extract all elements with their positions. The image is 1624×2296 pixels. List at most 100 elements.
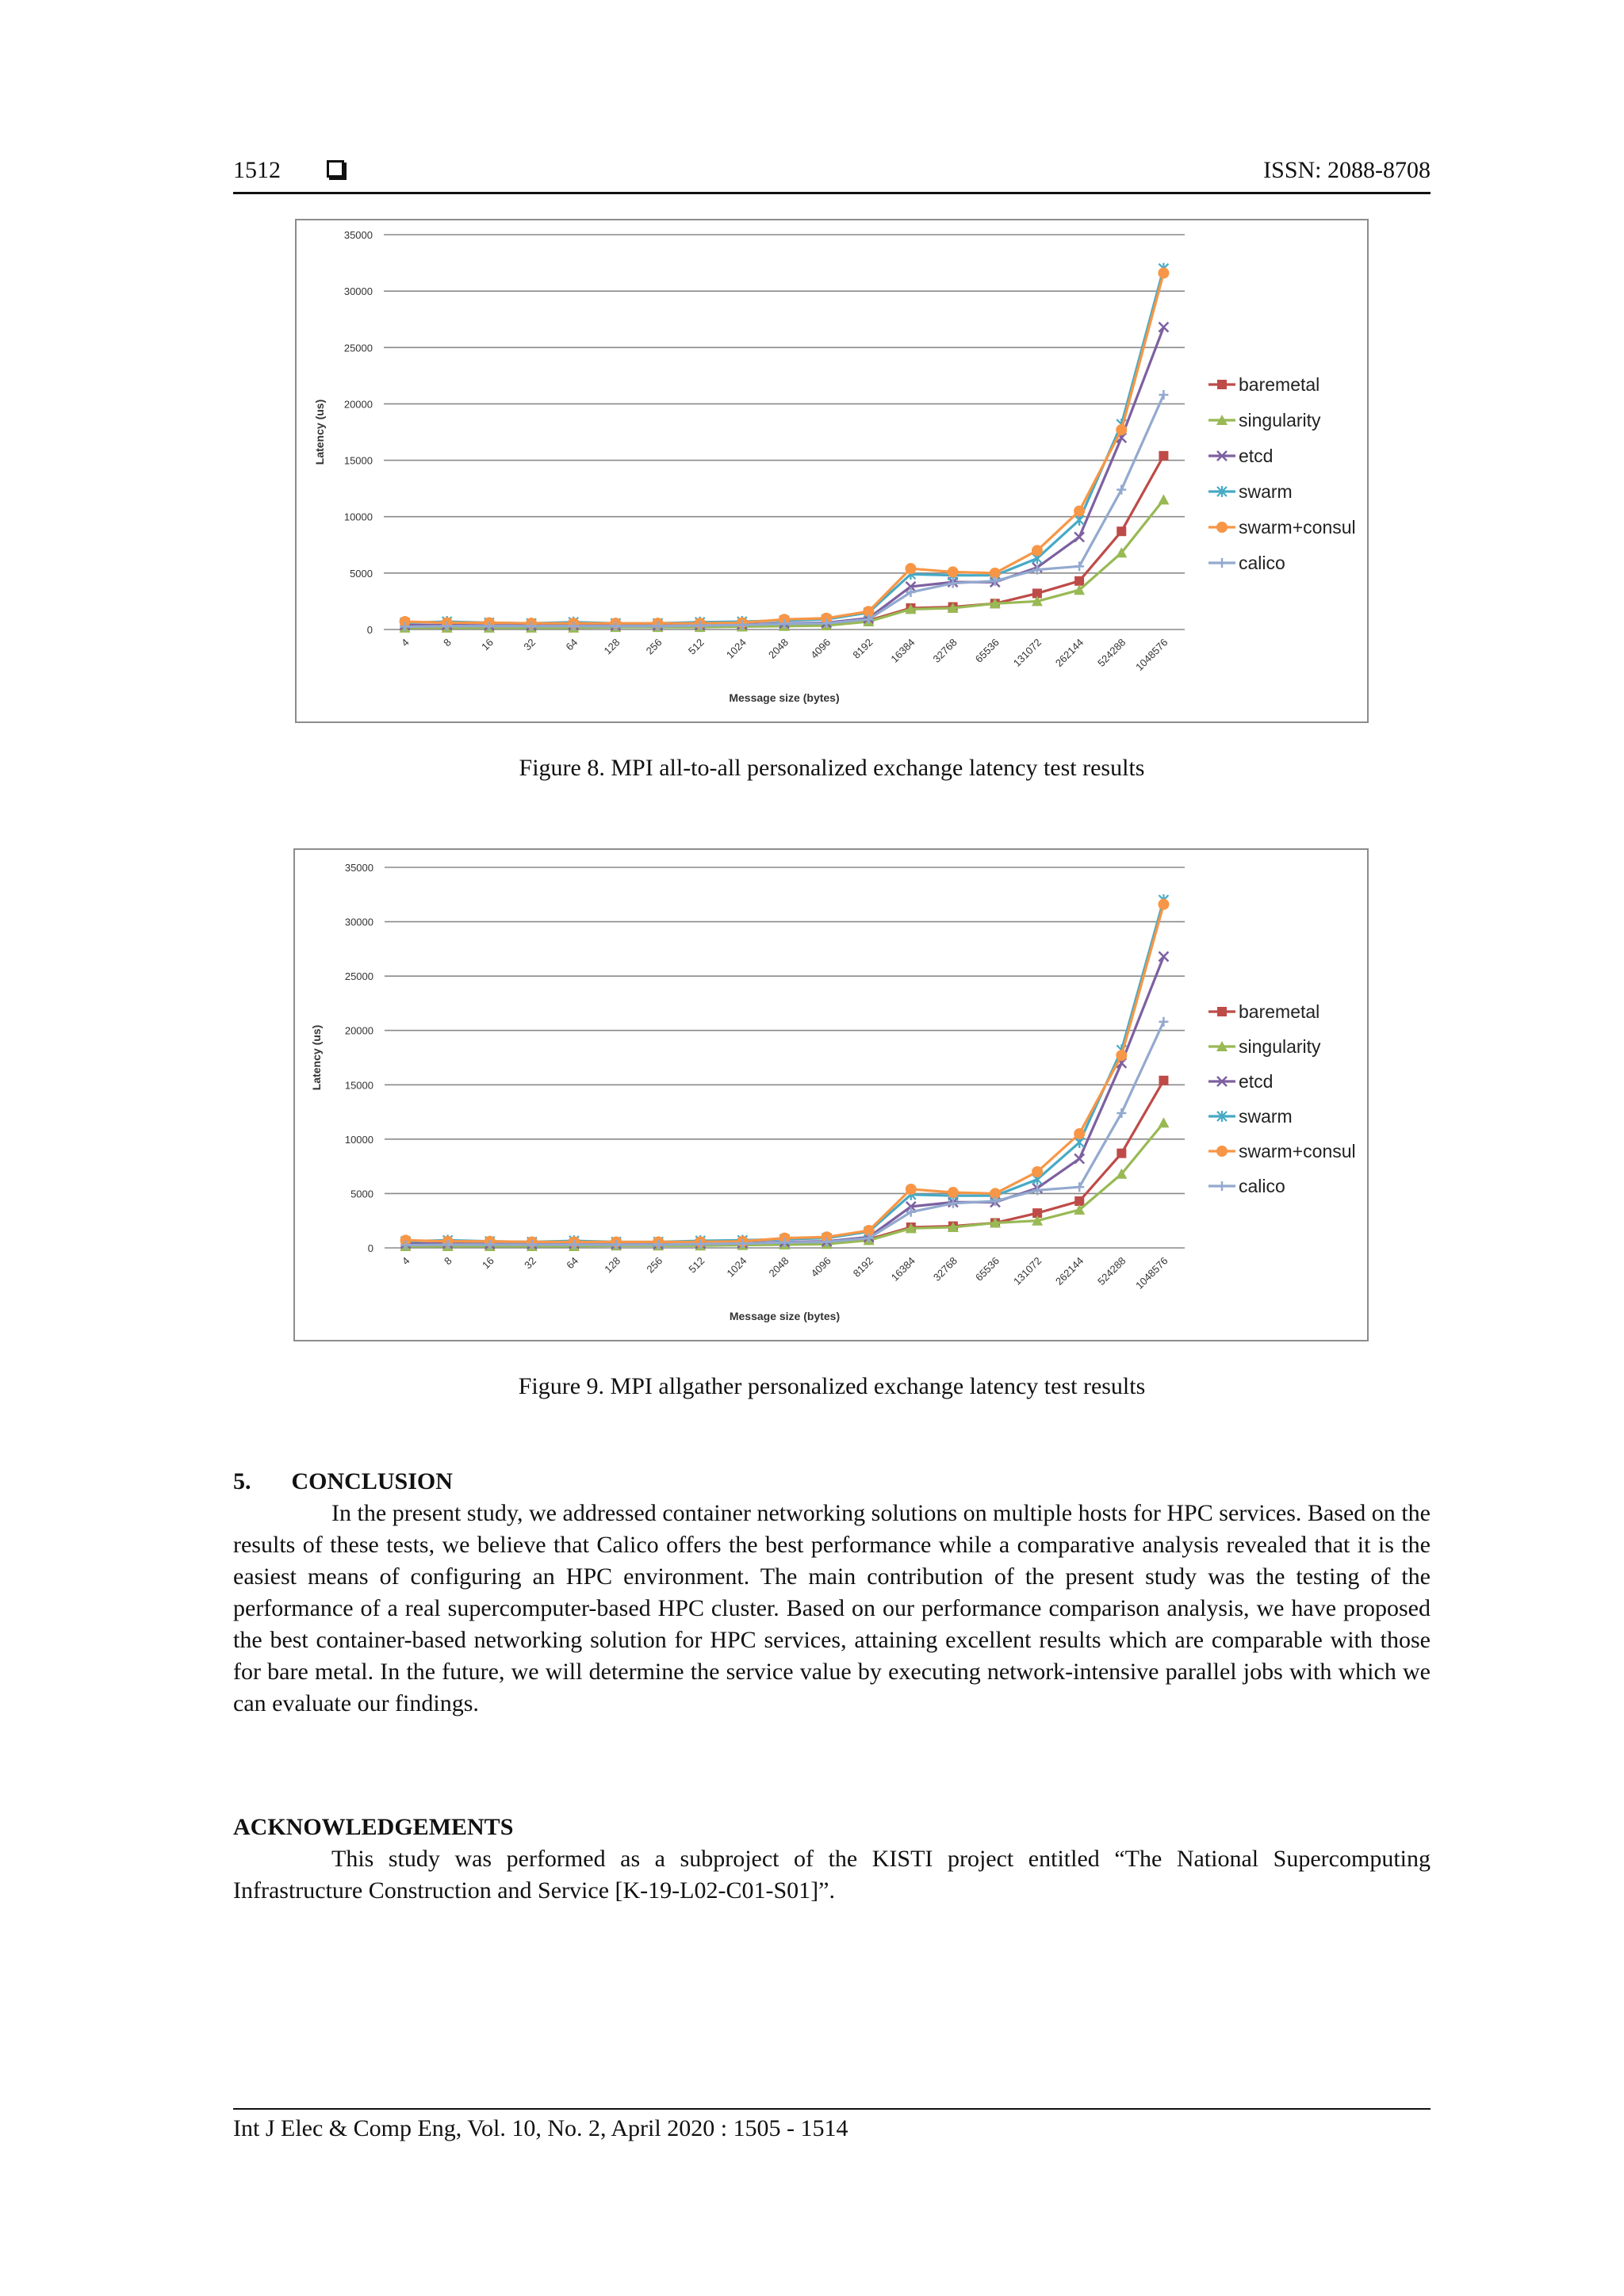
legend-entry: singularity [1208, 410, 1321, 430]
data-point [905, 563, 917, 575]
legend-label: swarm [1239, 1106, 1293, 1127]
data-point [1074, 1196, 1085, 1207]
x-axis-label: Message size (bytes) [729, 691, 839, 704]
data-point [1074, 1153, 1086, 1165]
x-tick-label: 256 [644, 637, 665, 657]
x-tick-label: 4096 [808, 637, 833, 661]
data-point [779, 1238, 790, 1248]
legend-marker [1216, 415, 1228, 425]
data-point [990, 1196, 1001, 1207]
data-point [947, 1221, 959, 1232]
data-point [1158, 951, 1170, 962]
legend-entry: etcd [1208, 1071, 1273, 1092]
x-tick-label: 131072 [1011, 637, 1044, 669]
x-tick-label: 1048576 [1133, 1255, 1170, 1292]
data-point [1031, 545, 1043, 557]
x-tick-label: 1024 [724, 637, 749, 661]
x-tick-label: 131072 [1011, 1255, 1044, 1288]
data-point [1116, 526, 1127, 537]
data-point [864, 614, 874, 625]
legend-marker [1216, 1111, 1228, 1122]
data-point [1074, 1182, 1085, 1192]
x-tick-label: 16 [479, 637, 496, 653]
legend-entry: swarm [1208, 481, 1293, 502]
legend-label: baremetal [1239, 1001, 1320, 1022]
figure-9-caption: Figure 9. MPI allgather personalized exc… [518, 1373, 1146, 1399]
series-baremetal [400, 450, 1169, 633]
legend-marker [1216, 450, 1228, 461]
data-point [990, 576, 1000, 586]
data-point [1032, 1185, 1043, 1196]
data-point [990, 1217, 1002, 1228]
figure-8-caption: Figure 8. MPI all-to-all personalized ex… [519, 755, 1145, 781]
data-point [1158, 321, 1170, 333]
data-point [1116, 424, 1128, 436]
y-tick-label: 0 [368, 1242, 373, 1254]
x-tick-label: 8192 [851, 1255, 875, 1280]
x-tick-label: 4096 [809, 1255, 833, 1280]
data-point [905, 1223, 917, 1234]
legend-label: baremetal [1239, 374, 1320, 395]
data-point [1158, 898, 1170, 910]
series-calico [400, 390, 1169, 632]
data-point [1074, 584, 1086, 595]
data-point [906, 1207, 916, 1217]
data-point [1032, 1208, 1043, 1219]
x-tick-label: 32768 [931, 637, 959, 665]
legend-marker [1217, 558, 1227, 568]
y-axis-label: Latency (us) [313, 400, 326, 465]
issn: ISSN: 2088-8708 [1263, 157, 1431, 183]
data-point [1116, 547, 1128, 558]
data-point [1158, 1117, 1170, 1128]
series-line [405, 955, 1165, 1246]
series-line [405, 904, 1165, 1244]
legend-marker [1216, 1146, 1228, 1157]
y-tick-label: 5000 [350, 568, 373, 580]
x-tick-label: 8 [442, 1255, 454, 1268]
y-tick-label: 35000 [344, 229, 373, 241]
data-point [1031, 595, 1043, 607]
x-tick-label: 32768 [931, 1255, 959, 1284]
x-tick-label: 4 [400, 1255, 412, 1268]
data-point [1032, 588, 1042, 599]
series-line [405, 1122, 1165, 1248]
x-tick-label: 512 [686, 637, 707, 657]
y-tick-label: 5000 [350, 1188, 373, 1200]
series-line [404, 268, 1165, 625]
data-point [822, 1237, 832, 1247]
figure-8-chart: 0 5000 10000 15000 20000 25000 30000 35000 4 8 16 3… [295, 219, 1369, 723]
data-point [1074, 561, 1085, 572]
series-singularity [399, 494, 1170, 633]
conclusion-paragraph: In the present study, we addressed conta… [233, 1500, 1431, 1716]
data-point [947, 1187, 959, 1199]
series-baremetal [400, 1075, 1169, 1251]
x-tick-label: 65536 [973, 1255, 1002, 1284]
y-axis-label: Latency (us) [310, 1025, 323, 1090]
legend-label: calico [1239, 1176, 1285, 1196]
x-tick-label: 64 [563, 637, 580, 653]
data-point [1116, 1050, 1128, 1062]
data-point [1116, 1108, 1127, 1118]
legend-entry: swarm+consul [1208, 1141, 1356, 1161]
x-tick-label: 2048 [767, 1255, 791, 1280]
legend-label: swarm+consul [1239, 517, 1356, 538]
data-point [905, 581, 917, 592]
conclusion-heading-text: CONCLUSION [291, 1468, 453, 1494]
series-line [405, 1021, 1165, 1247]
page-number: 1512 [233, 157, 281, 183]
series-etcd [399, 321, 1170, 631]
conclusion-heading: 5. CONCLUSION [233, 1468, 453, 1495]
legend-marker [1216, 486, 1228, 497]
header-rule [233, 192, 1431, 194]
data-point [1074, 505, 1086, 517]
data-point [1032, 1215, 1044, 1226]
x-axis-label: Message size (bytes) [730, 1310, 840, 1322]
data-point [569, 621, 579, 631]
x-tick-label: 1024 [724, 1255, 749, 1280]
data-point [1158, 494, 1170, 505]
y-tick-label: 25000 [345, 970, 373, 982]
x-tick-label: 32 [522, 1255, 538, 1272]
y-tick-label: 10000 [344, 511, 373, 523]
x-tick-label: 2048 [766, 637, 791, 661]
